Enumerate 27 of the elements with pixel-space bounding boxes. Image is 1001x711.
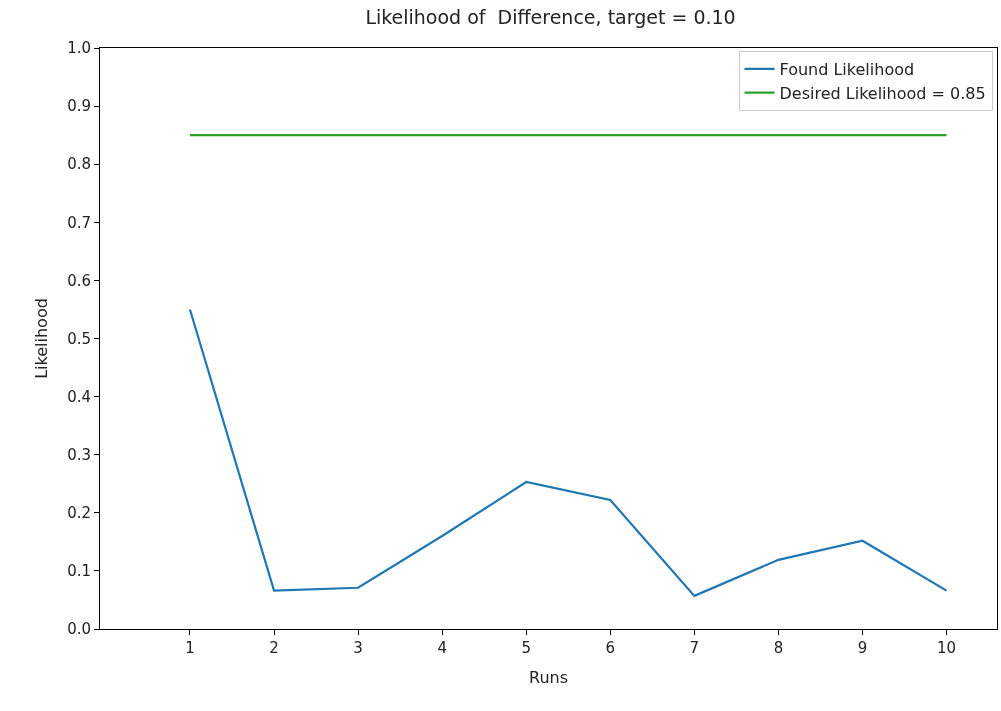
x-tick-label: 2 [269,639,279,657]
x-tick-label: 9 [857,639,868,657]
x-tick-label: 7 [689,639,700,657]
x-tick-label: 8 [773,639,784,657]
x-tick-label: 3 [353,639,363,657]
line-series [188,308,948,597]
y-tick-label: 0.1 [67,562,91,581]
y-tick-label: 0.4 [67,387,91,406]
x-axis-title: Runs [528,667,569,687]
legend-label: Desired Likelihood = 0.85 [779,83,986,103]
x-tick-label: 6 [605,639,616,657]
y-tick-label: 1.0 [67,39,91,58]
y-tick-label: 0.7 [67,213,91,232]
y-axis-title: Likelihood [32,298,52,379]
chart-title: Likelihood of Difference, target = 0.10 [365,5,736,28]
x-tick-label: 10 [937,639,957,657]
y-tick-label: 0.0 [67,620,91,639]
x-tick-label: 5 [521,639,531,657]
y-tick-label: 0.6 [67,271,91,290]
legend-label: Found Likelihood [779,60,915,80]
x-tick-label: 1 [185,639,195,657]
y-tick-label: 0.9 [67,97,91,116]
y-tick-label: 0.2 [67,504,91,523]
y-tick-label: 0.5 [67,329,91,348]
x-tick-label: 4 [437,639,447,657]
y-tick-label: 0.3 [67,445,91,464]
y-tick-label: 0.8 [67,155,91,174]
